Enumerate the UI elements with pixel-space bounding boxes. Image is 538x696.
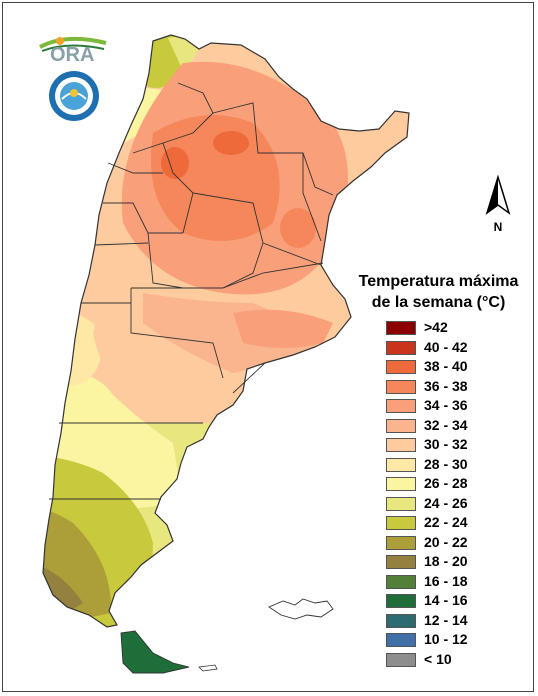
zone-32-34 (143, 293, 323, 373)
legend-swatch (386, 594, 416, 608)
legend-title: Temperatura máxima de la semana (°C) (341, 271, 536, 313)
zone-38-40-a (213, 131, 249, 155)
legend-label: 12 - 14 (424, 611, 468, 628)
legend-label: 40 - 42 (424, 338, 468, 355)
legend-swatch (386, 321, 416, 335)
svg-text:ORA: ORA (50, 44, 94, 65)
legend-label: 18 - 20 (424, 553, 468, 569)
legend-swatch (386, 360, 416, 374)
isla-de-los-estados (198, 664, 218, 672)
legend-label: 22 - 24 (424, 514, 468, 530)
legend-label: 28 - 30 (424, 455, 468, 472)
legend-swatch (386, 574, 416, 589)
legend-label: 34 - 36 (424, 397, 468, 413)
legend-label: 14 - 16 (424, 592, 468, 608)
legend-swatch (386, 477, 416, 491)
legend-swatch (386, 516, 416, 530)
legend-swatch (386, 496, 416, 511)
legend-swatch (386, 340, 416, 355)
north-label: N (494, 220, 503, 234)
zone-20-22 (43, 503, 112, 623)
malvinas-islands (268, 598, 334, 620)
legend-label: 32 - 34 (424, 416, 468, 433)
legend-label: 30 - 32 (424, 436, 468, 452)
legend-label: 20 - 22 (424, 533, 468, 550)
legend-swatch (386, 418, 416, 433)
legend-label: 10 - 12 (424, 631, 468, 647)
legend-title-line2: de la semana (°C) (371, 294, 506, 311)
province-boundaries (42, 34, 410, 628)
legend-swatch (386, 652, 416, 667)
legend-label: 24 - 26 (424, 494, 468, 511)
tierra-del-fuego (120, 630, 190, 674)
legend-label: 16 - 18 (424, 572, 468, 589)
temperature-map (42, 34, 410, 674)
legend-label: < 10 (424, 650, 452, 667)
legend-swatch (386, 555, 416, 569)
legend-swatch (386, 613, 416, 628)
legend-title-line1: Temperatura máxima (358, 273, 519, 290)
legend-swatch (386, 535, 416, 550)
zone-38-40-b (161, 147, 189, 179)
legend-swatch (386, 457, 416, 472)
legend-swatch (386, 399, 416, 413)
legend-label: 38 - 40 (424, 358, 468, 374)
legend-label: >42 (424, 319, 448, 335)
zone-34-36-pampa (233, 309, 333, 348)
ora-logo: ORA (36, 31, 110, 66)
legend-swatch (386, 438, 416, 452)
legend-swatch (386, 379, 416, 394)
legend-swatch (386, 633, 416, 647)
legend-label: 26 - 28 (424, 475, 468, 491)
zone-36-38-ne (280, 208, 316, 248)
legend-label: 36 - 38 (424, 377, 468, 394)
north-arrow: N (483, 174, 513, 235)
zone-30-32 (93, 303, 193, 413)
smn-seal-logo (44, 69, 104, 123)
